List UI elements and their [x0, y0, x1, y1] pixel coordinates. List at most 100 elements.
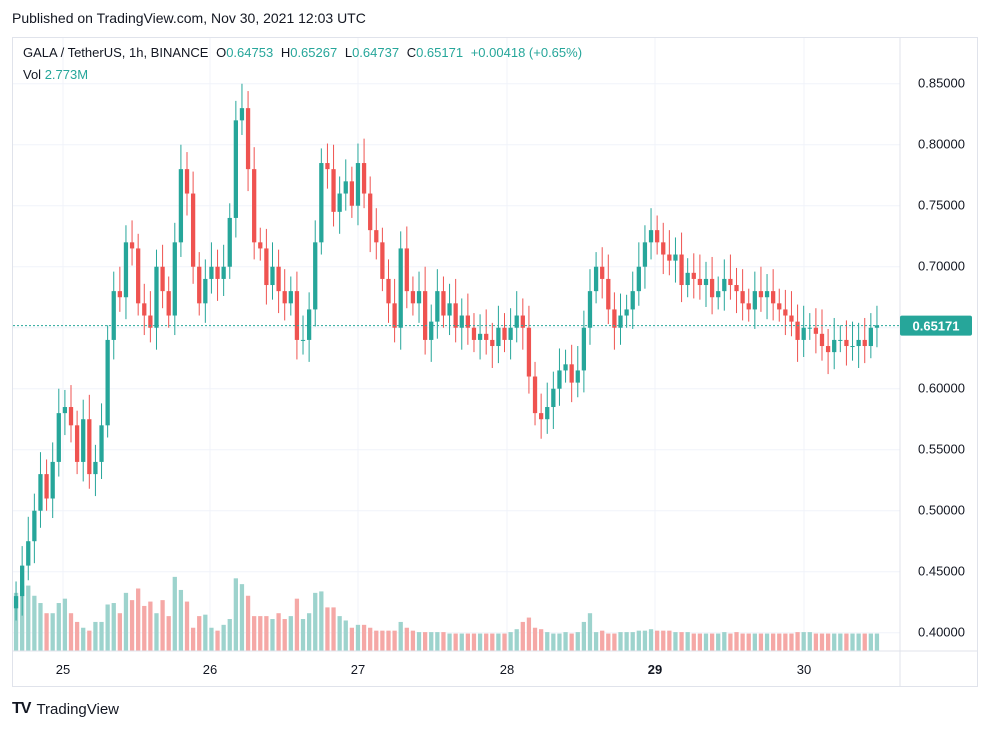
candle-body [520, 315, 525, 328]
volume-bar [264, 616, 269, 651]
volume-bar [734, 632, 739, 651]
volume-bar [471, 633, 477, 651]
volume-bar [81, 627, 86, 651]
candle-body [410, 291, 416, 304]
volume-bar [477, 633, 483, 651]
candle-body [93, 461, 98, 475]
volume-bar [203, 614, 208, 651]
candle-body [764, 291, 770, 298]
volume-bar [679, 632, 684, 651]
candle-body [655, 230, 660, 243]
volume-bar [398, 621, 403, 651]
candle-body [331, 169, 336, 212]
volume-bar [795, 632, 800, 651]
candle-body [862, 339, 867, 347]
volume-bar [233, 578, 238, 651]
candle-body [337, 193, 342, 212]
volume-bar [245, 595, 251, 651]
y-tick-label: 0.80000 [918, 137, 965, 152]
candle-body [807, 327, 812, 329]
candle-body [392, 303, 397, 328]
volume-bar [50, 613, 55, 651]
volume-bar [422, 632, 428, 651]
candle-body [227, 217, 232, 267]
volume-bar [294, 598, 300, 651]
candle-body [551, 388, 556, 408]
tradingview-logo-icon: TV [12, 700, 31, 717]
candle-body [252, 169, 257, 243]
candle-body [709, 278, 715, 298]
volume-bar [722, 632, 727, 651]
candle-body [636, 266, 641, 292]
candle-body [404, 248, 409, 292]
volume-bar [300, 619, 306, 651]
candle-body [190, 193, 196, 267]
volume-bar [539, 629, 544, 651]
volume-bar [184, 601, 190, 651]
candle-body [245, 108, 251, 170]
candle-body [50, 461, 55, 499]
candle-body [691, 272, 696, 279]
symbol-label[interactable]: GALA / TetherUS, 1h, BINANCE [23, 45, 209, 60]
candle-body [160, 266, 165, 292]
volume-bar [520, 621, 525, 651]
y-axis-ticks: 0.850000.800000.750000.700000.650000.600… [918, 76, 965, 640]
candle-body [856, 339, 861, 347]
volume-bar [728, 633, 733, 651]
x-tick-label: 25 [56, 662, 70, 677]
candle-body [294, 291, 300, 340]
x-tick-label: 28 [500, 662, 514, 677]
volume-bar [545, 632, 550, 651]
tradingview-logo[interactable]: TV TradingView [12, 700, 119, 718]
volume-bar [532, 627, 538, 651]
volume-bar [447, 633, 452, 651]
volume-bar [575, 632, 580, 651]
candle-body [825, 346, 831, 353]
candle-body [154, 266, 159, 328]
candle-body [801, 327, 806, 340]
candle-body [795, 321, 800, 340]
volume-bar [129, 600, 135, 651]
y-tick-label: 0.55000 [918, 442, 965, 457]
volume-bar [630, 632, 635, 651]
y-tick-label: 0.40000 [918, 625, 965, 640]
candle-body [68, 407, 74, 426]
volume-bar [252, 616, 257, 651]
volume-bar [258, 616, 263, 651]
volume-bar [716, 633, 721, 651]
volume-bar [502, 633, 507, 651]
candle-body [349, 181, 354, 206]
candle-body [557, 370, 562, 389]
volume-bar [319, 591, 324, 651]
candle-body [355, 163, 361, 206]
candle-body [600, 266, 605, 279]
candle-body [374, 230, 379, 243]
close-value: 0.65171 [416, 45, 464, 60]
candle-body [813, 327, 819, 334]
volume-bar [221, 624, 226, 651]
volume-bar [374, 630, 379, 651]
candle-body [777, 303, 782, 310]
candle-body [300, 339, 306, 341]
volume-bar [429, 632, 434, 651]
volume-bar [801, 632, 806, 651]
volume-bar [343, 620, 348, 651]
volume-bar [410, 630, 416, 651]
volume-bar [93, 621, 98, 651]
candle-body [62, 407, 68, 414]
volume-bar [13, 592, 19, 651]
candle-body [441, 291, 446, 316]
volume-bar [783, 633, 788, 651]
close-label: C [406, 45, 417, 60]
volume-bar [587, 613, 593, 651]
volume-bar [99, 621, 104, 651]
candle-body [477, 333, 483, 340]
low-value: 0.64737 [352, 45, 400, 60]
volume-bar [105, 604, 110, 651]
volume-bar [44, 613, 49, 651]
candle-body [215, 266, 220, 279]
tradingview-brand: TradingView [36, 700, 119, 718]
candle-body [874, 325, 880, 328]
volume-bar [581, 621, 587, 651]
